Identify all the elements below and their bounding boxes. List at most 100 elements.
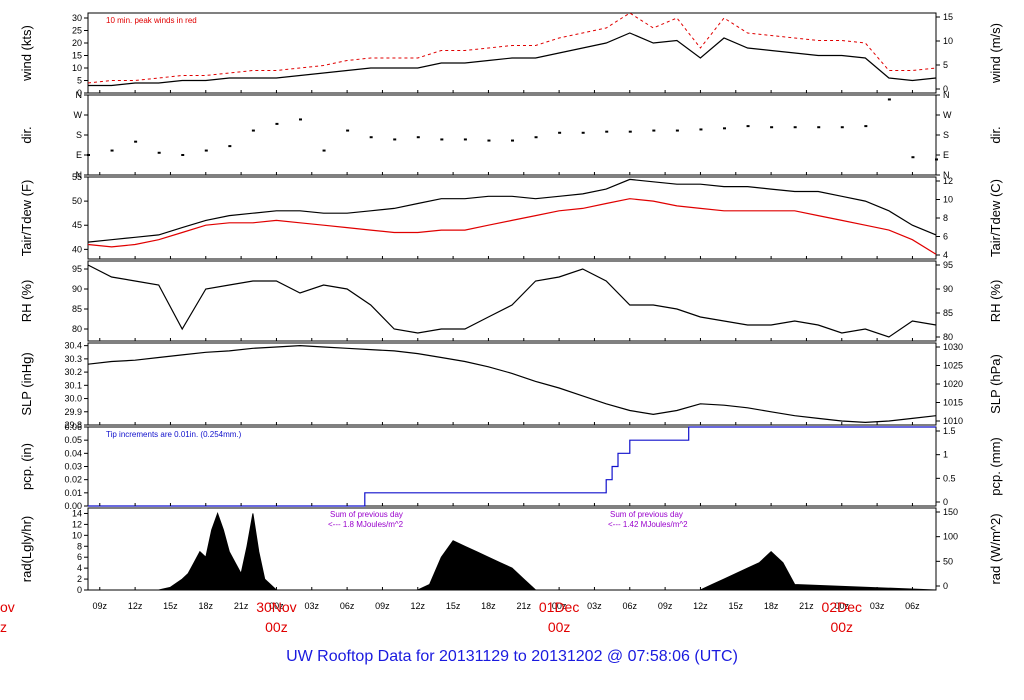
dir-point (228, 145, 232, 148)
panel-annotation: 10 min. peak winds in red (106, 16, 197, 25)
y-tick-label: 29.8 (64, 420, 82, 430)
x-tick-label: 18z (764, 601, 779, 611)
y-tick-label: 15 (72, 51, 82, 61)
x-tick-label: 00z (552, 601, 567, 611)
y-tick-label: 90 (72, 284, 82, 294)
y-tick-label: 5 (77, 76, 82, 86)
series-line-Tdew (87, 198, 937, 255)
series-line-peak (87, 12, 937, 84)
y-axis-label-right: RH (%) (988, 280, 1003, 323)
y-tick-label: 25 (72, 26, 82, 36)
dir-point (87, 154, 90, 156)
dir-point (793, 126, 797, 129)
y-tick-label-right: N (943, 90, 950, 100)
y-tick-label-right: 1030 (943, 342, 963, 352)
dir-point (887, 98, 891, 101)
footer-prefix: UW Rooftop Data for (286, 648, 435, 665)
x-tick-label: 12z (693, 601, 708, 611)
x-tick-label: 03z (870, 601, 885, 611)
y-tick-label: 10 (72, 63, 82, 73)
y-tick-label-right: 15 (943, 12, 953, 22)
dir-point (346, 129, 350, 132)
y-tick-label-right: W (943, 110, 952, 120)
x-tick-label: 18z (481, 601, 496, 611)
y-tick-label-right: 0 (943, 497, 948, 507)
x-tick-label: 06z (340, 601, 355, 611)
x-tick-label: 15z (446, 601, 461, 611)
series-line-wind (88, 32, 937, 87)
y-tick-label: 0.06 (64, 422, 82, 432)
dir-point (770, 126, 774, 129)
y-tick-label: 30.4 (64, 341, 82, 351)
dir-point (840, 126, 844, 129)
y-axis-label: pcp. (in) (19, 443, 34, 490)
dir-point (181, 154, 185, 156)
y-tick-label-right: 1 (943, 450, 948, 460)
y-tick-label-right: E (943, 150, 949, 160)
footer-end-date: 20131202 (531, 648, 603, 665)
day-label-partial-date: ov (0, 599, 15, 615)
day-label-partial-time: z (0, 619, 7, 635)
dir-point (416, 136, 420, 139)
y-tick-label: 0 (77, 585, 82, 595)
x-tick-label: 06z (905, 601, 920, 611)
dir-point (440, 138, 444, 141)
y-tick-label: 85 (72, 304, 82, 314)
footer-at: @ (606, 648, 624, 665)
rad-annotation-line1: Sum of previous day (330, 510, 403, 519)
dir-point (251, 129, 255, 132)
y-tick-label-right: 95 (943, 260, 953, 270)
day-label-date: 30Nov (256, 599, 296, 615)
dir-point (723, 127, 726, 130)
y-tick-label-right: 0.5 (943, 473, 956, 483)
y-tick-label: 30.0 (64, 394, 82, 404)
x-tick-label: 03z (305, 601, 320, 611)
dir-point (487, 139, 491, 142)
dir-point (204, 149, 208, 152)
dir-point (463, 138, 467, 141)
y-axis-label: SLP (inHg) (19, 352, 34, 415)
y-tick-label: W (74, 110, 83, 120)
day-label-date: 01Dec (539, 599, 579, 615)
y-tick-label: 20 (72, 38, 82, 48)
rad-annotation-line1: Sum of previous day (610, 510, 683, 519)
y-tick-label: 40 (72, 244, 82, 254)
y-tick-label: 50 (72, 196, 82, 206)
dir-point (581, 131, 585, 134)
panel-6: rad(Lgly/hr) rad (W/m^2)02468101214050100… (19, 507, 1003, 595)
dir-point (322, 149, 326, 152)
dir-point (935, 158, 938, 161)
dir-point (157, 151, 161, 154)
y-tick-label: 45 (72, 220, 82, 230)
y-tick-label-right: 0 (943, 581, 948, 591)
day-label-time: 00z (265, 619, 288, 635)
y-tick-label-right: S (943, 130, 949, 140)
dir-point (817, 126, 821, 129)
y-tick-label-right: 85 (943, 308, 953, 318)
x-tick-label: 12z (128, 601, 143, 611)
day-label-time: 00z (548, 619, 571, 635)
y-axis-label-right: dir. (988, 126, 1003, 143)
panel-frame (87, 260, 937, 342)
y-tick-label-right: 50 (943, 556, 953, 566)
y-tick-label: 30.2 (64, 367, 82, 377)
footer-title: UW Rooftop Data for 20131129 to 20131202… (0, 648, 1024, 666)
y-tick-label: N (76, 90, 83, 100)
panel-2: Tair/Tdew (F) Tair/Tdew (C) 40 45 50 55 4 6 8 10 1… (19, 172, 1003, 260)
dir-point (134, 140, 138, 143)
dir-point (652, 129, 656, 132)
panel-annotation: Tip increments are 0.01in. (0.254mm.) (106, 430, 242, 439)
x-tick-label: 12z (411, 601, 426, 611)
y-tick-label: N (76, 170, 83, 180)
y-tick-label: 6 (77, 552, 82, 562)
y-axis-label: dir. (19, 126, 34, 143)
y-tick-label: 10 (72, 530, 82, 540)
y-tick-label: 30.3 (64, 354, 82, 364)
x-tick-label: 15z (729, 601, 744, 611)
y-tick-label-right: 100 (943, 532, 958, 542)
rad-annotation-line2: <--- 1.8 MJoules/m^2 (328, 520, 404, 529)
y-tick-label-right: 8 (943, 213, 948, 223)
y-tick-label: 8 (77, 541, 82, 551)
dir-point (534, 136, 538, 139)
